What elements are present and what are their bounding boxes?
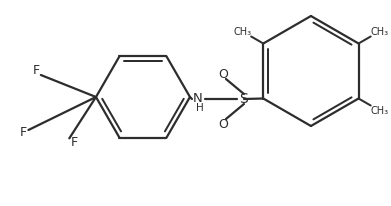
Text: N: N bbox=[193, 91, 203, 104]
Text: F: F bbox=[32, 64, 39, 77]
Text: S: S bbox=[240, 92, 248, 106]
Text: CH₃: CH₃ bbox=[370, 27, 388, 36]
Text: CH₃: CH₃ bbox=[233, 27, 251, 36]
Text: O: O bbox=[218, 68, 228, 81]
Text: CH₃: CH₃ bbox=[370, 105, 388, 116]
Text: H: H bbox=[196, 103, 204, 113]
Text: F: F bbox=[71, 136, 78, 149]
Text: O: O bbox=[218, 118, 228, 131]
Text: F: F bbox=[20, 126, 27, 139]
